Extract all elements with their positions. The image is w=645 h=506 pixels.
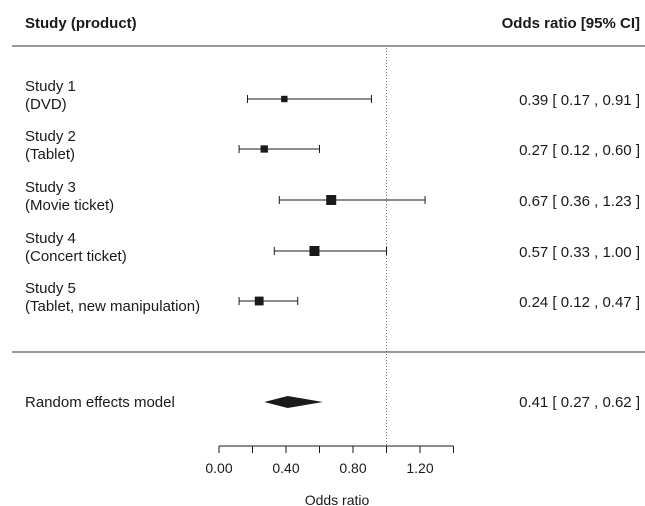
study-row: Study 1(DVD) 0.39 [ 0.17 , 0.91 ] [25, 78, 640, 113]
ci-value: 0.67 [ 0.36 , 1.23 ] [519, 193, 640, 210]
point-estimate [254, 296, 264, 306]
study-name: Study 1 [25, 78, 76, 95]
header-odds-ratio-label: Odds ratio [95% CI] [502, 15, 640, 32]
x-tick-label: 0.40 [272, 460, 299, 476]
summary-ci-value: 0.41 [ 0.27 , 0.62 ] [519, 394, 640, 411]
study-row: Study 3(Movie ticket) 0.67 [ 0.36 , 1.23 … [25, 179, 640, 214]
study-product: (DVD) [25, 96, 67, 113]
summary-diamond [264, 396, 323, 408]
study-row: Study 2(Tablet) 0.27 [ 0.12 , 0.60 ] [25, 128, 640, 163]
x-axis-title: Odds ratio [305, 492, 370, 506]
study-rows: Study 1(DVD) 0.39 [ 0.17 , 0.91 ]Study 2(… [25, 78, 640, 315]
summary-row: Random effects model 0.41 [ 0.27 , 0.62 ] [25, 394, 640, 411]
study-row: Study 5(Tablet, new manipulation) 0.24 [ … [25, 280, 640, 315]
x-tick-label: 0.80 [339, 460, 366, 476]
point-estimate [260, 145, 268, 153]
summary-label: Random effects model [25, 394, 175, 411]
study-name: Study 4 [25, 230, 76, 247]
x-tick-label: 0.00 [205, 460, 232, 476]
study-name: Study 5 [25, 280, 76, 297]
study-product: (Tablet, new manipulation) [25, 298, 200, 315]
study-product: (Tablet) [25, 146, 75, 163]
study-row: Study 4(Concert ticket) 0.57 [ 0.33 , 1.0… [25, 230, 640, 265]
ci-value: 0.24 [ 0.12 , 0.47 ] [519, 294, 640, 311]
study-product: (Concert ticket) [25, 248, 127, 265]
ci-value: 0.57 [ 0.33 , 1.00 ] [519, 244, 640, 261]
study-name: Study 3 [25, 179, 76, 196]
header-study-label: Study (product) [25, 15, 137, 32]
study-product: (Movie ticket) [25, 197, 114, 214]
point-estimate [281, 95, 288, 103]
ci-value: 0.39 [ 0.17 , 0.91 ] [519, 92, 640, 109]
point-estimate [326, 195, 337, 205]
x-tick-label: 1.20 [406, 460, 433, 476]
point-estimate [309, 246, 320, 256]
ci-value: 0.27 [ 0.12 , 0.60 ] [519, 142, 640, 159]
x-axis: 0.00 0.40 0.80 1.20 [205, 445, 454, 476]
study-name: Study 2 [25, 128, 76, 145]
